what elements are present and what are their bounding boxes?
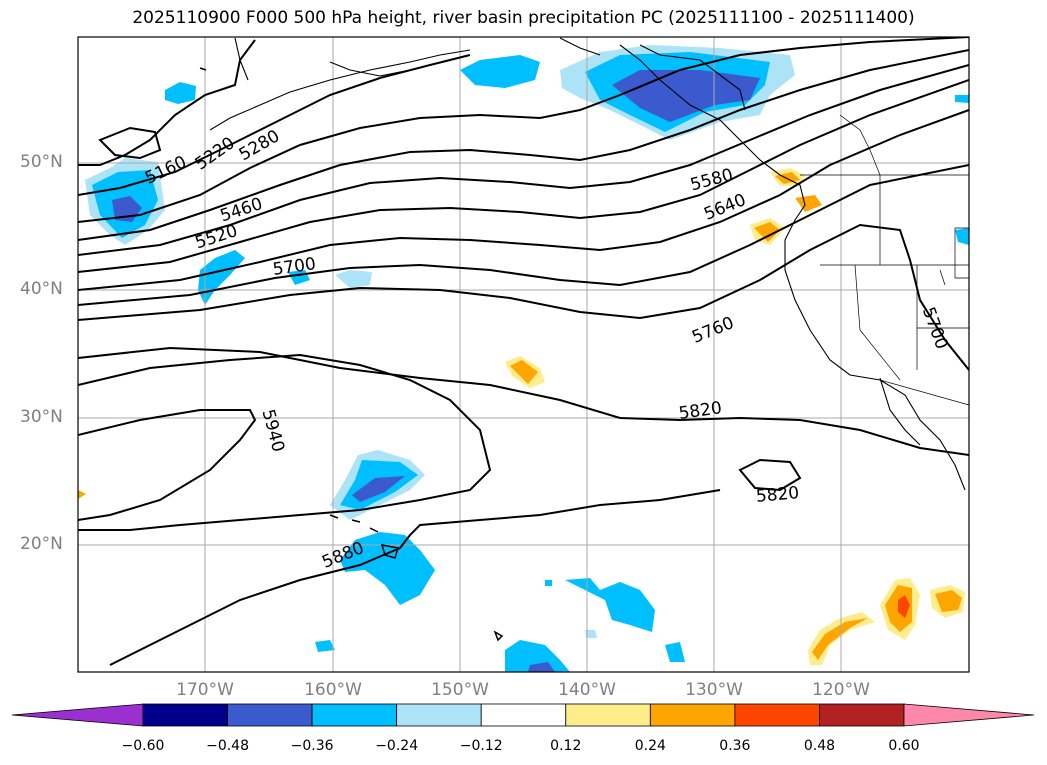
lon-label: 140°W bbox=[558, 680, 616, 700]
colorbar-bin bbox=[142, 703, 228, 727]
colorbar-bin bbox=[819, 703, 905, 727]
political-borders bbox=[800, 114, 969, 406]
colorbar-tick-label: 0.60 bbox=[888, 738, 920, 754]
colorbar-tick-label: −0.48 bbox=[206, 738, 249, 754]
colorbar-bin bbox=[396, 703, 482, 727]
colorbar-tick-label: −0.12 bbox=[459, 738, 503, 754]
colorbar-bin bbox=[565, 703, 651, 727]
colorbar-tick-label: 0.24 bbox=[634, 738, 666, 754]
map-title: 2025110900 F000 500 hPa height, river ba… bbox=[132, 8, 915, 28]
contour-label: 5820 bbox=[755, 483, 800, 507]
colorbar-tick-label: 0.48 bbox=[803, 738, 836, 754]
colorbar-tick-label: 0.12 bbox=[550, 738, 582, 754]
islands bbox=[199, 67, 504, 642]
colorbar-tick-label: 0.36 bbox=[719, 738, 751, 754]
colorbar-bin bbox=[227, 703, 313, 727]
lat-label: 30°N bbox=[20, 407, 63, 427]
precip-shading-positive bbox=[78, 168, 965, 665]
colorbar-tick-label: −0.36 bbox=[290, 738, 334, 754]
graticule bbox=[78, 37, 969, 672]
precip-shading-negative bbox=[85, 45, 969, 672]
lon-label: 170°W bbox=[176, 680, 234, 700]
height-contours bbox=[78, 37, 969, 666]
colorbar-bin bbox=[311, 703, 398, 727]
colorbar-tick-label: −0.60 bbox=[121, 738, 165, 754]
colorbar-extend-max bbox=[903, 703, 1035, 727]
colorbar-bin bbox=[480, 703, 567, 727]
lat-label: 50°N bbox=[20, 152, 63, 172]
lat-label: 20°N bbox=[20, 534, 63, 554]
colorbar-bin bbox=[649, 703, 736, 727]
lon-label: 130°W bbox=[685, 680, 743, 700]
colorbar-tick-label: −0.24 bbox=[375, 738, 419, 754]
lon-label: 160°W bbox=[304, 680, 362, 700]
lon-label: 120°W bbox=[812, 680, 870, 700]
colorbar-extend-min bbox=[11, 703, 144, 727]
colorbar bbox=[11, 703, 1035, 727]
map-plot-area: 5160 5220 5280 5460 5520 5580 5640 5700 … bbox=[78, 37, 969, 672]
plot-frame bbox=[77, 36, 970, 673]
lon-label: 150°W bbox=[431, 680, 489, 700]
colorbar-bin bbox=[734, 703, 820, 727]
lat-label: 40°N bbox=[20, 279, 63, 299]
coastlines bbox=[209, 37, 966, 491]
